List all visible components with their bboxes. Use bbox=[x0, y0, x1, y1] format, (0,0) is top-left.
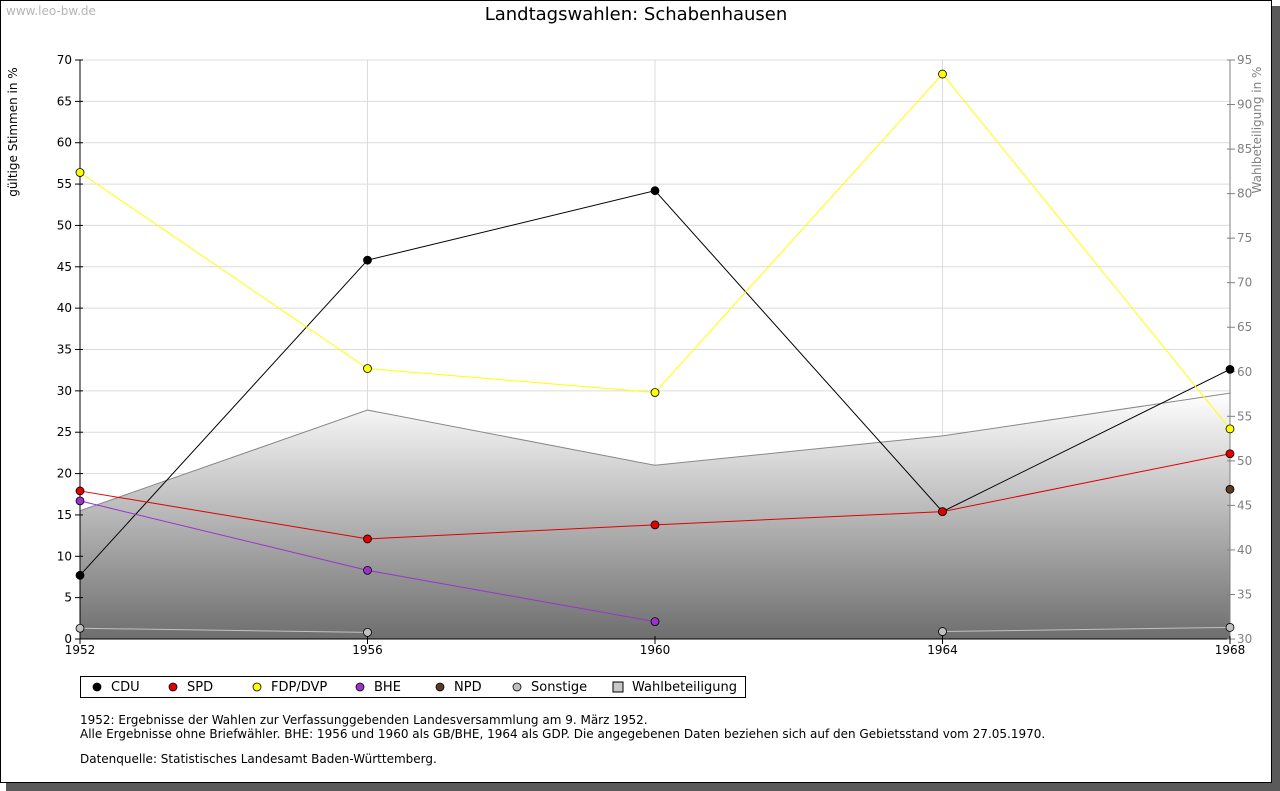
x-tick-label: 1952 bbox=[65, 643, 96, 657]
data-point-spd-1968 bbox=[1225, 449, 1235, 459]
y-tick-label: 15 bbox=[57, 508, 72, 522]
data-point-fdp-dvp-1960 bbox=[650, 388, 660, 397]
legend-marker-sonstige bbox=[512, 682, 522, 692]
frame-shadow-right bbox=[1272, 6, 1280, 791]
y2-tick-label: 50 bbox=[1237, 454, 1252, 468]
legend-label-npd: NPD bbox=[454, 679, 482, 695]
chart-svg: 0 5 10 15 20 25 30 35 40 45 50 55 60 65 70 30 35 40 45 50 55… bbox=[6, 53, 1264, 657]
data-point-npd-1968 bbox=[1225, 484, 1235, 494]
y2-tick-label: 95 bbox=[1237, 53, 1252, 67]
data-source: Datenquelle: Statistisches Landesamt Bad… bbox=[80, 752, 437, 766]
chart-title: Landtagswahlen: Schabenhausen bbox=[484, 4, 788, 25]
data-point-bhe-1952 bbox=[75, 496, 85, 506]
y-tick-label: 60 bbox=[57, 136, 72, 150]
footnotes: 1952: Ergebnisse der Wahlen zur Verfassu… bbox=[80, 713, 1045, 741]
y-tick-label: 35 bbox=[57, 343, 72, 357]
y2-tick-label: 80 bbox=[1237, 187, 1252, 201]
y-tick-label: 20 bbox=[57, 467, 72, 481]
y-tick-label: 10 bbox=[57, 549, 72, 563]
axes bbox=[75, 59, 1235, 644]
data-point-fdp-dvp-1964 bbox=[938, 69, 947, 79]
legend: CDU SPD FDP/DVP BHE NPD Sonstige Wahlbeteiligu… bbox=[80, 676, 746, 698]
legend-item-bhe: BHE bbox=[354, 677, 401, 697]
y-tick-label: 0 bbox=[64, 632, 72, 646]
y-tick-label: 55 bbox=[57, 177, 72, 191]
data-point-fdp-dvp-1968 bbox=[1225, 424, 1235, 434]
legend-item-cdu: CDU bbox=[91, 677, 140, 697]
legend-item-npd: NPD bbox=[434, 677, 482, 697]
legend-marker-spd bbox=[168, 682, 178, 692]
data-point-spd-1960 bbox=[650, 520, 660, 530]
legend-label-wahlbeteiligung: Wahlbeteiligung bbox=[632, 679, 738, 695]
y2-tick-label: 30 bbox=[1237, 632, 1252, 646]
legend-marker-cdu bbox=[92, 682, 102, 692]
y2-tick-label: 60 bbox=[1237, 365, 1252, 379]
data-point-sonstige-1956 bbox=[363, 627, 372, 637]
data-point-cdu-1956 bbox=[363, 255, 372, 265]
y-tick-label: 30 bbox=[57, 384, 72, 398]
y2-tick-label: 90 bbox=[1237, 98, 1252, 112]
legend-item-wahlbeteiligung: Wahlbeteiligung bbox=[612, 677, 737, 697]
y-tick-label: 50 bbox=[57, 218, 72, 232]
wahlbeteiligung-area-layer bbox=[79, 392, 1231, 639]
data-point-cdu-1960 bbox=[650, 186, 660, 196]
legend-marker-npd bbox=[435, 682, 445, 692]
legend-item-fdp-dvp: FDP/DVP bbox=[251, 677, 327, 697]
wahlbeteiligung-area bbox=[80, 393, 1230, 639]
series-line-sonstige bbox=[942, 626, 1231, 633]
data-point-cdu-1952 bbox=[75, 570, 85, 580]
y-tick-label: 5 bbox=[64, 591, 72, 605]
x-tick-label: 1968 bbox=[1215, 643, 1246, 657]
series-lines bbox=[75, 69, 1235, 637]
data-point-spd-1964 bbox=[938, 507, 947, 517]
data-point-fdp-dvp-1952 bbox=[75, 168, 85, 177]
y-tick-label: 25 bbox=[57, 425, 72, 439]
legend-marker-bhe bbox=[355, 682, 365, 692]
y2-axis-label: Wahlbeteiligung in % bbox=[1250, 67, 1264, 194]
frame-shadow-bottom bbox=[6, 783, 1280, 791]
data-point-bhe-1956 bbox=[363, 565, 372, 575]
legend-label-bhe: BHE bbox=[374, 679, 401, 695]
y-tick-label: 40 bbox=[57, 301, 72, 315]
data-point-bhe-1960 bbox=[650, 617, 660, 627]
y2-tick-label: 85 bbox=[1237, 142, 1252, 156]
tick-labels: 0 5 10 15 20 25 30 35 40 45 50 55 60 65 70 30 35 40 45 50 55… bbox=[57, 53, 1253, 657]
y2-tick-label: 45 bbox=[1237, 498, 1252, 512]
data-point-sonstige-1952 bbox=[75, 623, 85, 633]
x-tick-label: 1960 bbox=[640, 643, 671, 657]
y-tick-label: 70 bbox=[57, 53, 72, 67]
watermark: www.leo-bw.de bbox=[6, 4, 96, 18]
legend-label-fdp-dvp: FDP/DVP bbox=[271, 679, 328, 695]
data-point-sonstige-1968 bbox=[1225, 623, 1235, 632]
data-point-spd-1956 bbox=[363, 534, 372, 544]
y2-tick-label: 70 bbox=[1237, 276, 1252, 290]
legend-marker-wahlbeteiligung bbox=[612, 681, 624, 693]
y2-tick-label: 55 bbox=[1237, 409, 1252, 423]
y-tick-label: 65 bbox=[57, 94, 72, 108]
footnote-general: Alle Ergebnisse ohne Briefwähler. BHE: 1… bbox=[80, 727, 1046, 741]
series-line-sonstige bbox=[79, 627, 368, 633]
y2-tick-label: 65 bbox=[1237, 320, 1252, 334]
legend-label-spd: SPD bbox=[187, 679, 214, 695]
y-axis-label: gültige Stimmen in % bbox=[6, 67, 20, 196]
footnote-1952: 1952: Ergebnisse der Wahlen zur Verfassu… bbox=[80, 713, 648, 727]
legend-label-cdu: CDU bbox=[111, 679, 140, 695]
data-point-fdp-dvp-1956 bbox=[363, 364, 372, 373]
legend-item-spd: SPD bbox=[167, 677, 213, 697]
x-tick-label: 1964 bbox=[927, 643, 958, 657]
x-tick-label: 1956 bbox=[352, 643, 383, 657]
legend-label-sonstige: Sonstige bbox=[531, 679, 588, 695]
y-tick-label: 45 bbox=[57, 260, 72, 274]
y2-tick-label: 75 bbox=[1237, 231, 1252, 245]
data-point-spd-1952 bbox=[75, 486, 85, 496]
data-point-sonstige-1964 bbox=[938, 627, 947, 636]
wahlbeteiligung-line bbox=[79, 392, 1231, 512]
y2-tick-label: 35 bbox=[1237, 587, 1252, 601]
legend-marker-fdp-dvp bbox=[252, 682, 262, 692]
data-point-cdu-1968 bbox=[1225, 364, 1235, 374]
legend-item-sonstige: Sonstige bbox=[511, 677, 587, 697]
y2-tick-label: 40 bbox=[1237, 543, 1252, 557]
